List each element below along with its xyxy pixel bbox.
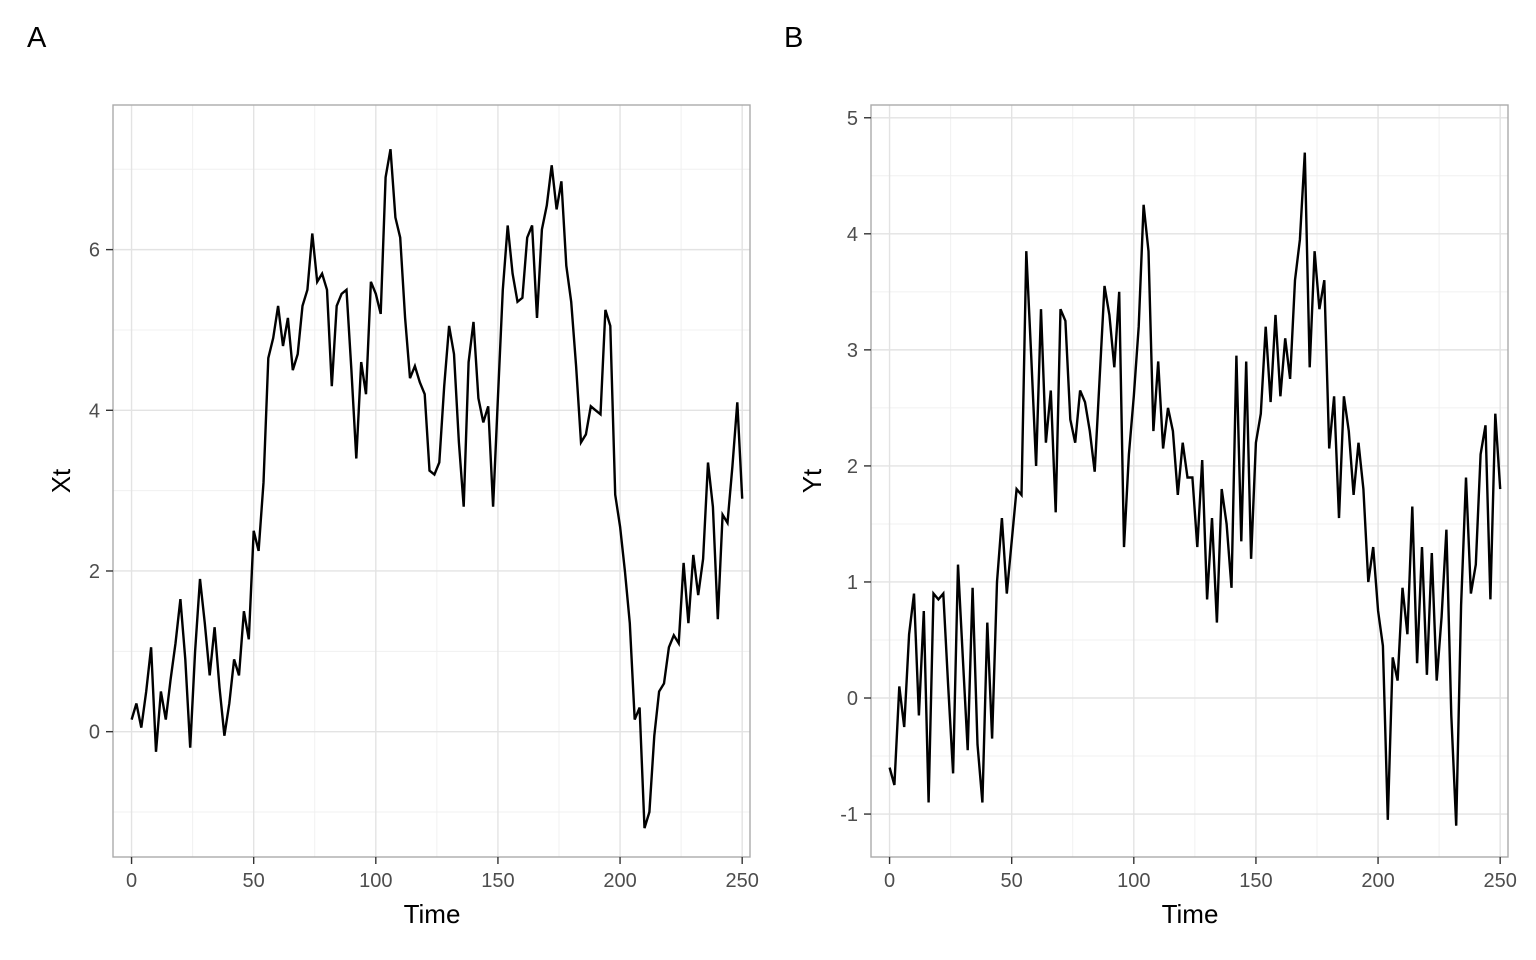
panel-border-B	[870, 104, 1509, 858]
x-tick-label: 50	[1001, 870, 1023, 892]
x-tick-label: 250	[725, 870, 758, 892]
y-tick-label: 0	[847, 688, 858, 710]
panel-border-A	[112, 104, 751, 858]
y-axis-title-xt: Xt	[46, 468, 76, 494]
y-tick-label: 2	[847, 456, 858, 478]
y-tick-label: 4	[89, 400, 100, 422]
x-tick-label: 100	[1117, 870, 1150, 892]
x-tick-label: 0	[884, 870, 895, 892]
series-line-Xt	[130, 148, 744, 829]
series-line-Yt	[888, 152, 1502, 826]
x-tick-label: 150	[1239, 870, 1272, 892]
y-tick-label: 1	[847, 572, 858, 594]
panel-label-a: A	[27, 22, 47, 54]
x-axis-title-time-a: Time	[403, 899, 461, 929]
y-tick-label: -1	[840, 804, 858, 826]
x-tick-label: 200	[603, 870, 636, 892]
panel-label-b: B	[784, 22, 804, 54]
y-tick-label: 0	[89, 722, 100, 744]
x-tick-label: 250	[1483, 870, 1516, 892]
x-tick-label: 200	[1361, 870, 1394, 892]
y-axis-title-yt: Yt	[797, 468, 827, 494]
x-tick-label: 50	[243, 870, 265, 892]
y-tick-label: 5	[847, 108, 858, 130]
x-tick-label: 0	[126, 870, 137, 892]
x-axis-title-time-b: Time	[1161, 899, 1219, 929]
x-tick-label: 100	[359, 870, 392, 892]
y-tick-label: 2	[89, 561, 100, 583]
x-tick-label: 150	[481, 870, 514, 892]
y-tick-label: 3	[847, 340, 858, 362]
y-tick-label: 4	[847, 224, 858, 246]
y-tick-label: 6	[89, 240, 100, 262]
